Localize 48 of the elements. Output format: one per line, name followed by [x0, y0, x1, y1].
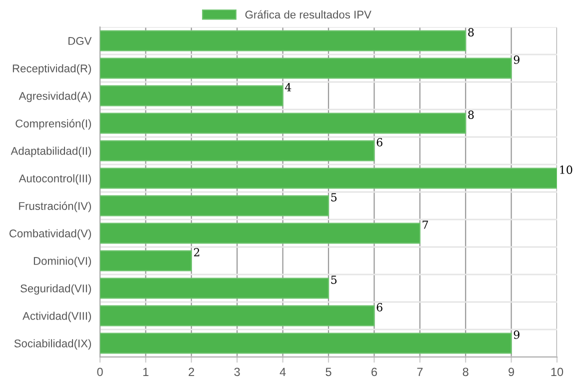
data-label: 9: [514, 330, 520, 339]
bar: [100, 168, 557, 189]
x-tick-label: 5: [326, 368, 332, 376]
y-tick-label: Comprensión(I): [16, 119, 91, 130]
x-tick-label: 3: [234, 368, 240, 376]
data-label: 5: [331, 276, 337, 284]
x-tick-label: 6: [372, 368, 377, 376]
y-tick-label: Seguridad(VII): [20, 284, 91, 295]
y-tick-label: Actividad(VIII): [22, 312, 91, 322]
data-label: 6: [376, 138, 382, 146]
x-tick-label: 10: [551, 368, 564, 376]
data-label: 4: [284, 83, 292, 92]
y-tick-label: Receptividad(R): [12, 64, 91, 75]
data-label: 7: [422, 220, 428, 229]
data-label: 8: [468, 28, 474, 36]
data-label: 8: [468, 110, 474, 119]
y-tick-label: Combatividad(V): [9, 229, 91, 240]
bar: [100, 58, 512, 79]
data-label: 10: [560, 166, 572, 174]
y-tick-label: DGV: [68, 37, 92, 45]
legend-label: Gráfica de resultados IPV: [245, 10, 372, 19]
bar: [100, 305, 375, 326]
x-tick-label: 1: [143, 368, 148, 376]
bar: [100, 85, 284, 106]
data-label: 5: [331, 193, 337, 202]
x-tick-label: 8: [462, 368, 468, 376]
bar: [100, 30, 466, 52]
y-tick-label: Dominio(VI): [34, 256, 91, 268]
x-tick-label: 7: [417, 368, 423, 376]
x-tick-label: 2: [188, 368, 194, 376]
data-label: 2: [194, 248, 200, 256]
data-label: 6: [376, 303, 382, 312]
bar: [100, 112, 466, 134]
bar: [100, 140, 375, 162]
x-tick-label: 0: [97, 368, 103, 376]
bar: [100, 195, 330, 216]
bar: [100, 278, 330, 299]
y-tick-label: Frustración(IV): [19, 202, 91, 212]
bar: [100, 222, 420, 244]
x-tick-label: 9: [508, 368, 514, 376]
bar: [100, 332, 512, 354]
y-tick-label: Agresividad(A): [18, 92, 91, 102]
y-tick-label: Autocontrol(III): [18, 174, 91, 185]
bar: [100, 250, 192, 272]
y-tick-label: Adaptabilidad(II): [10, 146, 91, 158]
x-tick-label: 4: [280, 368, 286, 376]
y-tick-label: Sociabilidad(IX): [14, 339, 91, 350]
data-label: 9: [514, 56, 520, 64]
